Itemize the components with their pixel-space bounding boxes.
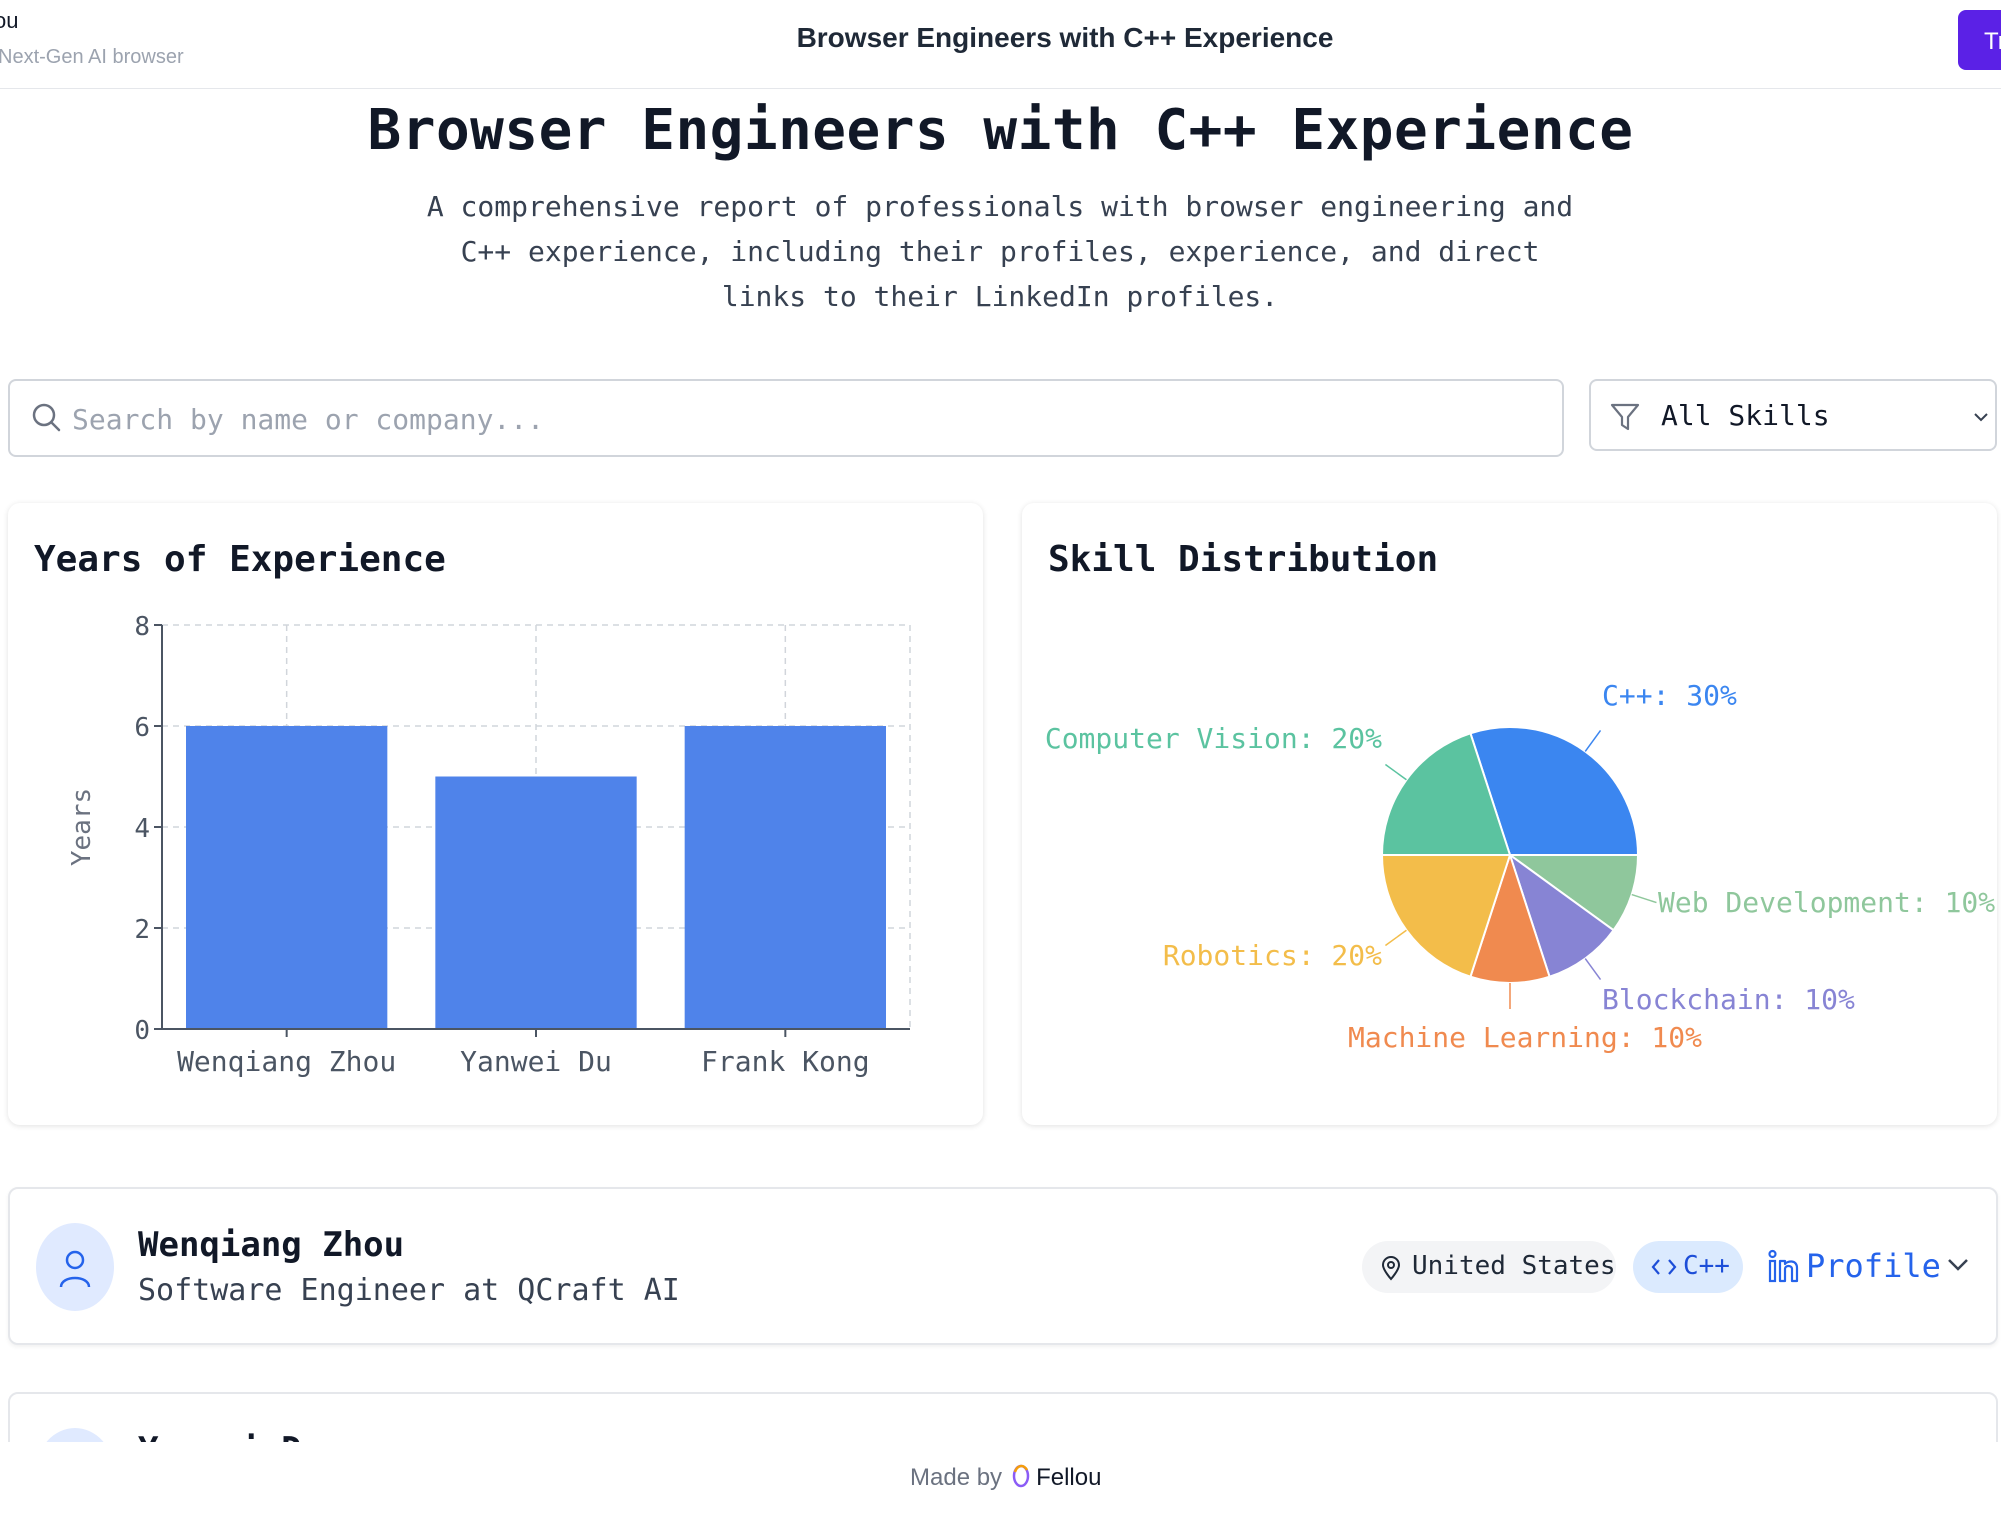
skill-filter-select[interactable]: All Skills [1589,379,1997,451]
engineer-name: Wenqiang Zhou [138,1225,405,1265]
made-by-credit[interactable]: Made by Fellou [910,1464,1101,1492]
engineer-role: Software Engineer at QCraft AI [138,1273,680,1308]
pie-slice-computer-vision [1380,732,1512,856]
y-tick-label: 2 [134,915,150,945]
pie-label-machine-learning: Machine Learning: 10% [1348,1021,1702,1054]
linkedin-icon [1768,1249,1799,1283]
footer: Made by Fellou [0,1442,2001,1513]
pie-slice-machine-learning [1469,851,1551,984]
skill-pie-chart: C++: 30% Web Development: 10% Blockchain: … [1045,679,1995,1054]
x-tick-label: Frank Kong [701,1045,870,1078]
made-by-text: Made by [910,1464,1003,1491]
pie-slice-web-development [1506,854,1640,932]
profile-link-label: Profile [1806,1247,1941,1285]
location-badge: United States [1362,1241,1616,1293]
pie-label-robotics: Robotics: 20% [1163,939,1382,972]
brand-name: ou [0,8,19,33]
skill-chart-title: Skill Distribution [1048,539,1439,580]
search-input[interactable] [72,395,1532,443]
pie-slice-c- [1469,726,1640,856]
experience-chart-title: Years of Experience [34,539,446,580]
pie-leader-line [1584,729,1602,752]
engineer-card[interactable]: Wenqiang Zhou Software Engineer at QCraf… [8,1187,1998,1345]
page-description: A comprehensive report of professionals … [426,190,1574,313]
y-axis-label: Years [67,788,97,866]
pie-leader-line [1631,893,1657,904]
y-tick-label: 6 [134,713,150,743]
avatar [36,1223,114,1311]
top-bar: ou Next-Gen AI browser Browser Engineers… [0,0,2001,89]
x-tick-label: Yanwei Du [460,1045,612,1078]
experience-bar-chart: 0 2 4 6 8 Wenqiang Zhou Yanwei Du Frank Kong Yea… [67,612,911,1078]
filter-icon [1610,403,1640,431]
pie-label-computer-vision: Computer Vision: 20% [1045,722,1382,755]
experience-chart-card: Years of Experience 0 2 4 6 8 Wenqiang Zhou Ya… [8,503,983,1125]
code-icon [1651,1259,1677,1275]
pie-slice-blockchain [1508,852,1615,978]
y-tick-label: 4 [134,814,150,844]
pie-label-web-development: Web Development: 10% [1658,886,1995,919]
skill-chart-card: Skill Distribution C++: 30% Web Developme… [1022,503,1997,1125]
page-title: Browser Engineers with C++ Experience [367,98,1634,163]
skill-badge: C++ [1633,1241,1743,1293]
x-tick-label: Wenqiang Zhou [177,1045,396,1078]
try-button[interactable]: Tr [1958,10,2001,70]
filter-selected-value: All Skills [1661,399,1830,432]
chevron-down-icon[interactable] [1946,1257,1970,1273]
pie-label-c-: C++: 30% [1602,679,1737,712]
pie-leader-line [1384,763,1407,781]
y-tick-label: 8 [134,612,150,642]
location-text: United States [1412,1251,1616,1281]
pie-label-blockchain: Blockchain: 10% [1602,983,1855,1016]
fellou-logo-icon [1012,1464,1030,1488]
pie-leader-line [1584,958,1602,981]
pie-leader-line [1384,929,1407,947]
y-tick-label: 0 [134,1016,150,1046]
brand-tagline: Next-Gen AI browser [0,46,184,68]
search-icon [32,403,61,432]
fellou-brand: Fellou [1036,1464,1102,1491]
bar-frank-kong [684,726,886,1029]
bar-wenqiang-zhou [186,726,388,1029]
chevron-down-icon [1974,413,1988,422]
bar-yanwei-du [435,776,637,1029]
skill-text: C++ [1683,1251,1730,1281]
map-pin-icon [1381,1256,1401,1281]
user-icon [59,1250,91,1288]
search-box [8,379,1564,457]
window-title: Browser Engineers with C++ Experience [796,22,1334,53]
pie-slice-robotics [1380,854,1512,978]
